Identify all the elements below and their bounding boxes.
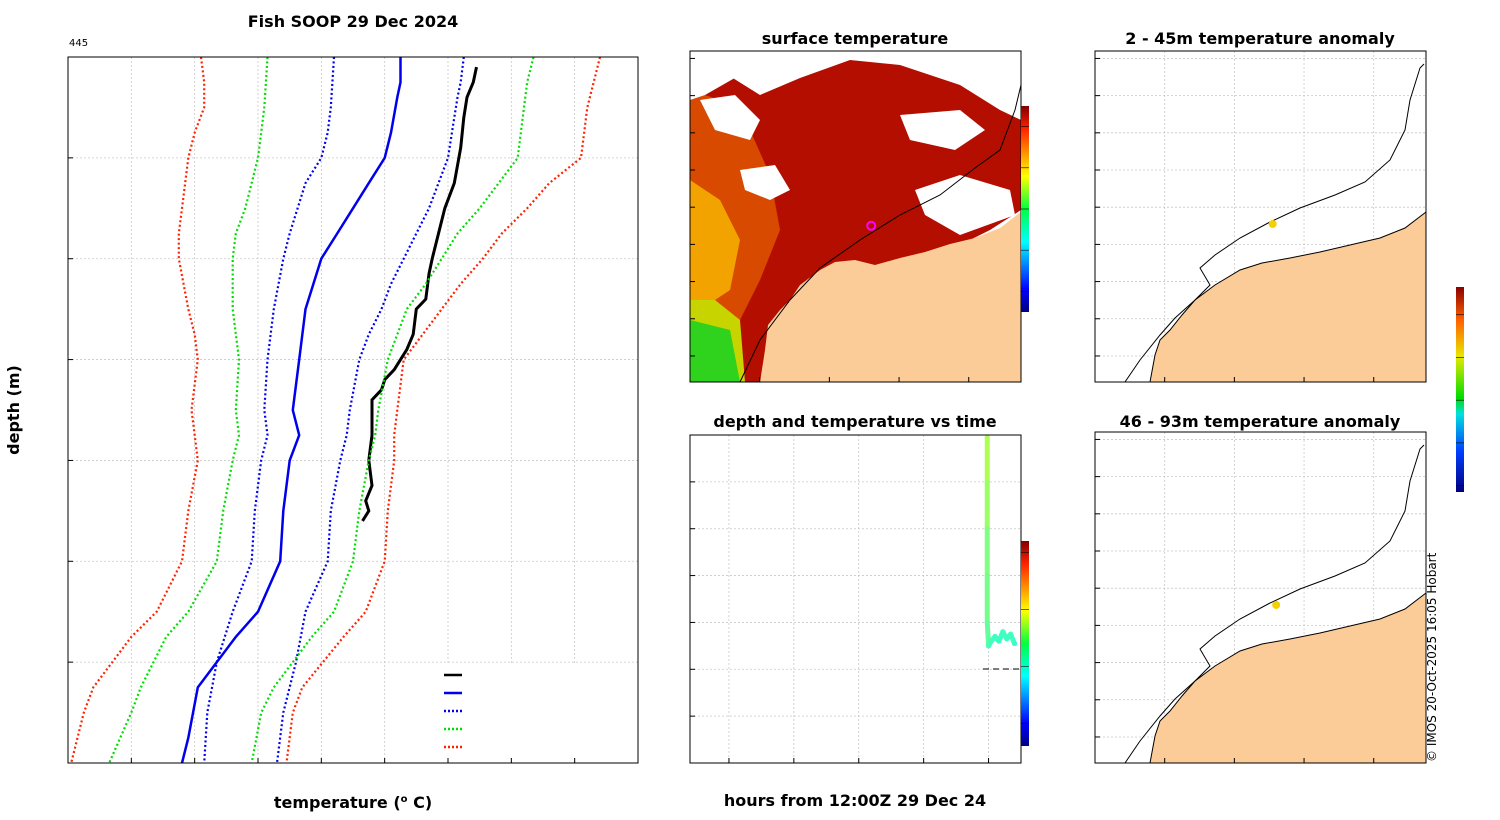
anomaly-colorbar <box>1456 287 1464 492</box>
anomaly-deep-ticks <box>1094 438 1375 763</box>
series-line-cars-1-std <box>275 56 465 764</box>
series-line-fishsoop <box>361 66 478 522</box>
anomaly-shallow-axes-box <box>1094 50 1427 383</box>
profile-panel: Fish SOOP 29 Dec 2024 445 temperature (o… <box>4 12 639 812</box>
depth-time-colorbar-ticks <box>1021 552 1029 724</box>
coast-contour <box>1124 444 1425 764</box>
depth-time-panel: depth and temperature vs time hours from… <box>689 412 1029 810</box>
land <box>760 212 1021 382</box>
series-line-cars-3-std <box>70 56 206 764</box>
sst-amber-region <box>690 180 740 310</box>
anomaly-deep-axes-box <box>1094 431 1427 764</box>
profile-axes-box <box>67 56 639 764</box>
cloud-gap <box>840 51 1021 80</box>
series-line-cars-2-std <box>250 56 535 764</box>
depth-time-point <box>1000 629 1006 635</box>
series-line-cars-3-std <box>285 56 602 764</box>
depth-time-point <box>1008 631 1014 637</box>
series-line-cars-1-std <box>203 56 336 764</box>
cloud-gap <box>690 51 760 100</box>
depth-time-point <box>992 633 998 639</box>
profile-ylabel: depth (m) <box>4 365 23 455</box>
surface-panel: surface temperature <box>689 29 1029 383</box>
depth-time-point <box>1004 636 1010 642</box>
surface-map <box>690 51 1021 382</box>
profile-corner-label: 445 <box>69 38 88 49</box>
depth-time-point <box>984 479 990 485</box>
bathymetry-contour <box>739 84 1021 382</box>
anomaly-shallow-title: 2 - 45m temperature anomaly <box>1125 29 1395 48</box>
depth-time-point <box>988 638 994 644</box>
depth-time-title: depth and temperature vs time <box>713 412 996 431</box>
land <box>1149 591 1427 764</box>
anomaly-shallow-panel: 2 - 45m temperature anomaly <box>1094 29 1427 383</box>
cloud-gap <box>915 175 1015 235</box>
cloud-gap <box>700 95 760 140</box>
depth-time-point <box>1012 641 1018 647</box>
series-line-cars-2-std <box>108 56 269 764</box>
depth-time-point <box>984 573 990 579</box>
depth-time-ticks <box>690 434 990 764</box>
anomaly-deep-title: 46 - 93m temperature anomaly <box>1120 412 1401 431</box>
anomaly-deep-panel: 46 - 93m temperature anomaly <box>1094 412 1427 764</box>
cloud-gap <box>900 110 985 150</box>
legend-box <box>438 664 634 758</box>
depth-time-colorbar <box>1021 541 1029 746</box>
depth-time-point <box>986 643 992 649</box>
cloud-gap <box>740 165 790 200</box>
surface-title: surface temperature <box>762 29 949 48</box>
anomaly-shallow-ticks <box>1094 57 1375 382</box>
ship-position-marker <box>866 220 877 231</box>
land <box>1149 210 1427 383</box>
depth-time-axes-box <box>689 434 1022 764</box>
anomaly-point <box>1268 219 1277 228</box>
profile-ticks <box>67 56 639 764</box>
anomaly-colorbar-ticks <box>1456 314 1464 486</box>
profile-legend <box>438 664 634 758</box>
depth-time-point <box>984 526 990 532</box>
profile-series <box>70 56 602 764</box>
profile-title: Fish SOOP 29 Dec 2024 <box>248 12 458 31</box>
coast-contour <box>1124 63 1425 383</box>
profile-xlabel: temperature (o C) <box>274 793 432 812</box>
sst-green-region <box>690 320 740 382</box>
depth-time-point <box>984 434 990 440</box>
surface-ticks <box>689 57 970 382</box>
series-line-cars-at-19-5s-117-2e <box>180 57 402 764</box>
anomaly-point <box>1272 600 1281 609</box>
depth-time-point <box>996 638 1002 644</box>
depth-time-grid <box>690 434 1021 764</box>
profile-grid <box>67 56 639 764</box>
surface-colorbar-ticks <box>1021 126 1029 292</box>
depth-time-xlabel: hours from 12:00Z 29 Dec 24 <box>724 791 986 810</box>
depth-time-point <box>984 619 990 625</box>
credit-text: © IMOS 20-Oct-2025 16:05 Hobart <box>1425 552 1439 762</box>
depth-time-points <box>984 434 1018 649</box>
